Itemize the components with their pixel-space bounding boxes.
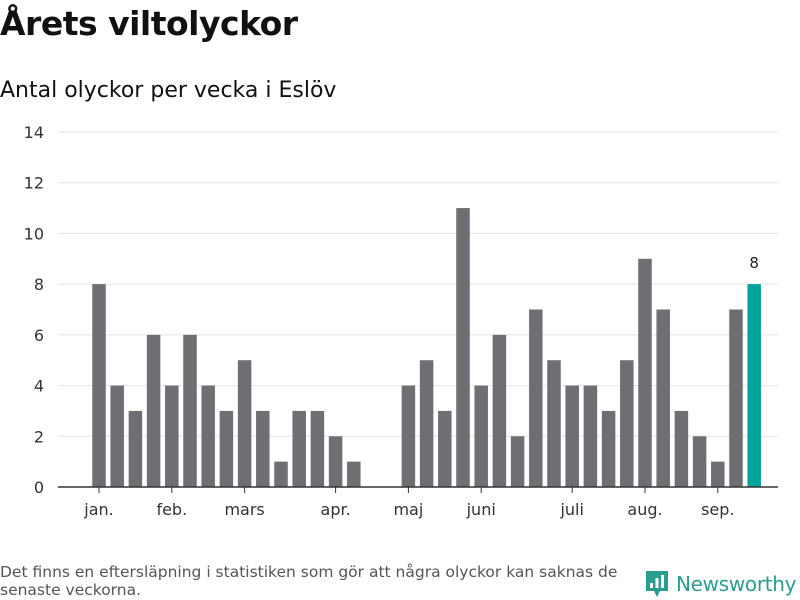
chart-subtitle: Antal olyckor per vecka i Eslöv [0,78,337,103]
bar [547,360,561,487]
footnote: Det finns en eftersläpning i statistiken… [0,563,618,599]
bar [456,208,470,488]
newsworthy-logo[interactable]: Newsworthy [644,569,797,599]
value-labels: 8 [749,254,759,272]
bar [747,284,761,487]
bar [620,360,634,487]
bar [328,436,343,487]
bar [237,360,252,487]
y-tick-label: 12 [24,174,44,193]
bar [292,410,306,487]
bar [274,461,288,487]
bars [92,208,761,488]
x-tick-label: mars [224,500,264,519]
bar-value-label: 8 [749,254,759,272]
x-tick-label: apr. [321,500,351,519]
bar [201,385,215,487]
bar [146,334,161,487]
x-tick-label: sep. [701,500,734,519]
y-tick-label: 10 [24,224,44,243]
x-tick-label: feb. [156,500,187,519]
x-tick-label: juli [559,500,583,519]
y-tick-label: 8 [34,275,44,294]
bar [310,410,325,487]
x-tick-label: juni [466,500,496,519]
bar [601,410,616,487]
x-tick-label: jan. [83,500,113,519]
bar [183,334,197,487]
bar [510,436,525,487]
bar [128,410,143,487]
bar [492,334,507,487]
x-axis-ticks: jan. feb. mars apr. maj juni juli aug. sep. [83,487,735,519]
bar [674,410,689,487]
bar [656,309,670,487]
bar [711,461,725,487]
bar [565,385,579,487]
bar [438,410,452,487]
y-tick-label: 2 [34,427,44,446]
bar-chart: 0 2 4 6 8 10 12 14 8 jan. feb. mars apr. maj juni jul… [24,123,778,519]
bar [583,385,598,487]
bar [401,385,416,487]
newsworthy-logo-icon [646,571,668,597]
bar [92,284,106,487]
bar [219,410,234,487]
bar [474,385,488,487]
bar [165,385,179,487]
chart-title: Årets viltolyckor [0,4,298,43]
y-tick-label: 4 [34,377,44,396]
x-tick-label: aug. [627,500,662,519]
bar [529,309,543,487]
y-tick-label: 0 [34,478,44,497]
bar [692,436,707,487]
y-tick-label: 6 [34,326,44,345]
x-tick-label: maj [393,500,423,519]
bar [347,461,361,487]
bar [110,385,124,487]
bar [419,360,434,487]
bar [256,410,270,487]
y-axis-ticks: 0 2 4 6 8 10 12 14 [24,123,44,497]
brand-name: Newsworthy [676,572,797,596]
y-tick-label: 14 [24,123,44,142]
bar [729,309,743,487]
bar [638,258,652,487]
